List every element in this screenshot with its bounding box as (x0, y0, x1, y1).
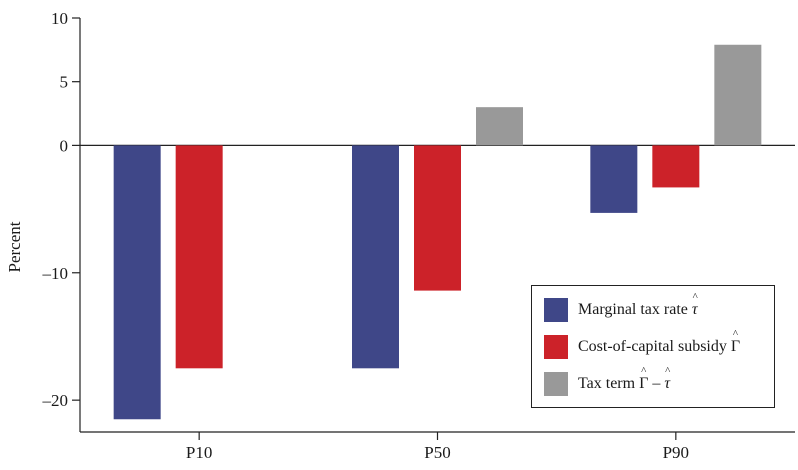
bar (652, 145, 700, 188)
bar (352, 145, 399, 369)
bar (113, 145, 161, 420)
x-tick-label: P90 (663, 443, 689, 462)
y-tick-label: –10 (42, 264, 69, 283)
bar (590, 145, 638, 213)
x-tick-label: P50 (424, 443, 450, 462)
bar (476, 107, 523, 146)
legend-swatch-marginal-tax-rate (544, 298, 568, 322)
bar (414, 145, 461, 291)
y-axis-label: Percent (5, 221, 24, 272)
legend-label-cost-of-capital-subsidy: Cost-of-capital subsidy Γ (578, 338, 740, 356)
bar (175, 145, 223, 369)
bar (714, 44, 762, 146)
legend-label-marginal-tax-rate: Marginal tax rate τ (578, 301, 698, 319)
legend-item-tax-term: Tax term Γ – τ (544, 372, 670, 396)
y-tick-label: 5 (60, 73, 69, 92)
y-tick-label: 10 (51, 9, 68, 28)
legend-swatch-tax-term (544, 372, 568, 396)
legend-item-cost-of-capital-subsidy: Cost-of-capital subsidy Γ (544, 335, 740, 359)
legend-swatch-cost-of-capital-subsidy (544, 335, 568, 359)
y-tick-label: 0 (60, 136, 69, 155)
legend-item-marginal-tax-rate: Marginal tax rate τ (544, 298, 698, 322)
bars (113, 44, 762, 420)
legend: Marginal tax rate τ Cost-of-capital subs… (531, 285, 775, 408)
y-tick-label: –20 (42, 391, 69, 410)
legend-label-tax-term: Tax term Γ – τ (578, 375, 670, 393)
x-tick-label: P10 (186, 443, 212, 462)
